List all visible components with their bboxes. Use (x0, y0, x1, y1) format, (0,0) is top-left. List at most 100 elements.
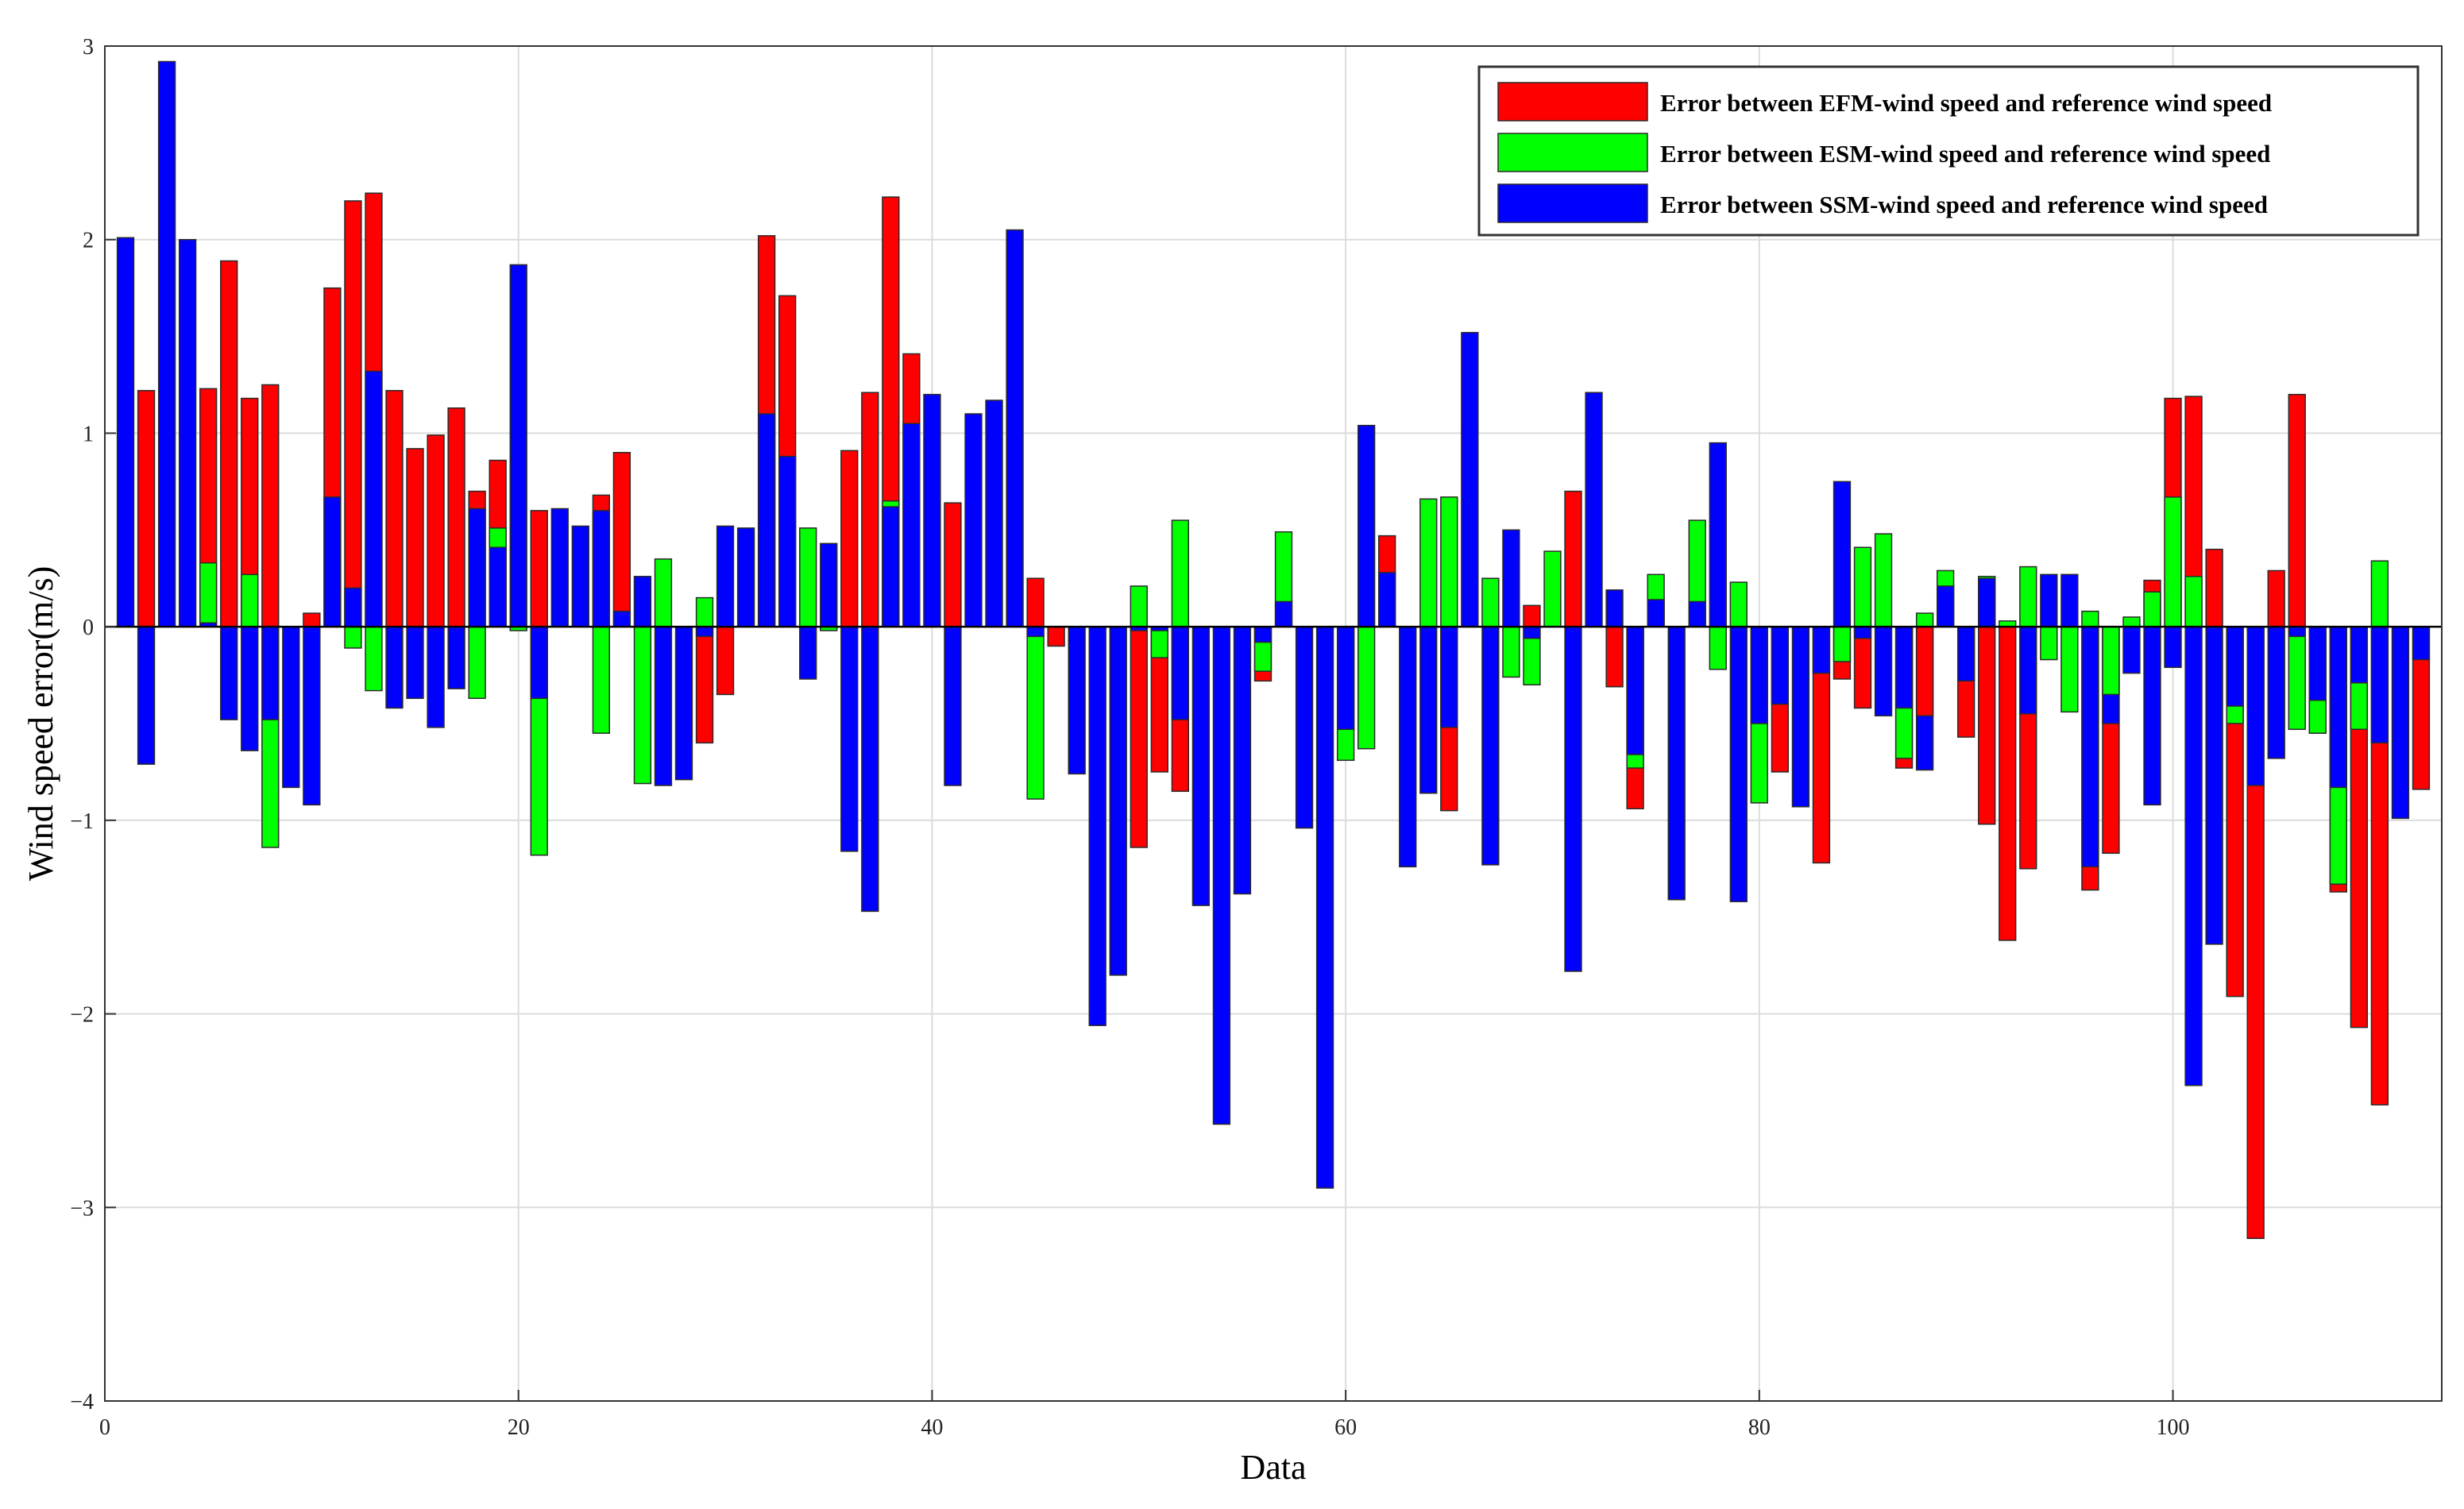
bar-series-3-x25 (612, 610, 631, 627)
bar-series-3-x40 (923, 393, 941, 627)
bar-series-2-x26 (633, 626, 652, 785)
bar-series-1-x106 (2288, 393, 2306, 627)
bar-series-3-x101 (2184, 626, 2203, 1086)
bar-series-3-x66 (1461, 331, 1479, 627)
bar-series-3-x16 (427, 626, 445, 728)
x-tick-label: 0 (99, 1415, 110, 1440)
legend-swatch-1 (1497, 82, 1648, 122)
bar-series-1-x46 (1047, 626, 1065, 647)
bar-series-3-x26 (633, 576, 652, 627)
bar-series-3-x76 (1667, 626, 1686, 901)
bar-series-1-x102 (2205, 548, 2223, 627)
bar-series-2-x52 (1171, 519, 1190, 627)
x-tick-label: 100 (2157, 1415, 2190, 1440)
x-tick-label: 40 (921, 1415, 943, 1440)
bar-series-3-x83 (1812, 626, 1831, 674)
bar-series-3-x85 (1853, 626, 1872, 639)
bar-series-2-x85 (1853, 546, 1872, 627)
bar-series-1-x16 (427, 434, 445, 627)
bar-series-3-x56 (1253, 626, 1273, 643)
bar-series-3-x98 (2122, 626, 2141, 674)
bar-series-3-x89 (1936, 585, 1955, 627)
bar-series-3-x21 (530, 626, 548, 700)
bar-series-3-x4 (178, 238, 197, 627)
bar-series-3-x1 (116, 237, 135, 627)
bar-series-3-x82 (1791, 626, 1810, 808)
bar-series-1-x15 (406, 448, 424, 627)
bar-series-3-x72 (1585, 392, 1603, 627)
bar-series-3-x7 (241, 626, 259, 751)
bar-series-2-x45 (1026, 626, 1045, 800)
bar-series-2-x84 (1833, 626, 1852, 662)
bar-series-2-x51 (1150, 626, 1168, 658)
bar-series-3-x91 (1978, 577, 1996, 627)
bar-series-3-x31 (736, 527, 755, 627)
y-tick-label: 2 (83, 229, 94, 253)
x-tick-label: 80 (1748, 1415, 1771, 1440)
bar-series-3-x73 (1605, 589, 1624, 627)
bar-series-3-x2 (137, 626, 156, 765)
bar-series-3-x38 (882, 506, 900, 627)
bar-series (116, 60, 2431, 1240)
bar-series-1-x50 (1130, 626, 1148, 848)
bar-series-2-x67 (1481, 577, 1500, 627)
bar-series-3-x57 (1274, 600, 1293, 627)
bar-series-3-x65 (1440, 626, 1458, 728)
bar-series-2-x70 (1543, 550, 1562, 627)
bar-series-2-x101 (2184, 576, 2203, 627)
y-tick-label: 1 (83, 422, 94, 446)
bar-series-3-x104 (2246, 626, 2265, 786)
bar-series-3-x107 (2308, 626, 2327, 701)
bar-series-2-x99 (2143, 591, 2161, 627)
bar-series-2-x79 (1729, 581, 1748, 627)
bar-series-3-x17 (447, 626, 465, 689)
bar-series-3-x10 (303, 626, 321, 806)
bar-series-1-x17 (447, 407, 465, 627)
bar-series-3-x63 (1399, 626, 1417, 868)
bar-series-3-x19 (489, 546, 507, 627)
bar-series-3-x39 (902, 423, 921, 627)
bar-series-3-x54 (1212, 626, 1231, 1125)
bar-series-3-x15 (406, 626, 424, 700)
y-tick-label: −3 (70, 1196, 94, 1221)
bar-series-1-x88 (1915, 626, 1934, 717)
bar-series-3-x93 (2019, 626, 2037, 715)
bar-series-2-x64 (1419, 498, 1438, 627)
bar-series-2-x50 (1130, 585, 1148, 627)
bar-series-1-x29 (695, 626, 714, 744)
bar-series-3-x47 (1068, 626, 1086, 775)
bar-series-1-x25 (612, 452, 631, 627)
bar-series-1-x105 (2267, 569, 2285, 627)
bar-series-2-x100 (2164, 496, 2182, 627)
bar-series-1-x91 (1978, 626, 1996, 825)
bar-series-3-x53 (1191, 626, 1211, 906)
bar-series-1-x10 (303, 612, 321, 627)
bar-series-2-x94 (2040, 626, 2058, 661)
x-axis-label: Data (1240, 1448, 1306, 1487)
bar-series-3-x96 (2081, 626, 2099, 868)
bar-series-3-x48 (1088, 626, 1106, 1026)
bar-series-3-x78 (1709, 442, 1727, 627)
bar-series-3-x29 (695, 626, 714, 638)
bar-series-2-x34 (799, 527, 817, 627)
x-tick-label: 60 (1334, 1415, 1357, 1440)
bar-series-3-x100 (2164, 626, 2182, 669)
bar-series-3-x45 (1026, 626, 1045, 638)
bar-series-3-x60 (1336, 626, 1355, 731)
bar-series-2-x110 (2370, 560, 2389, 627)
bar-series-3-x27 (654, 626, 673, 786)
y-tick-label: 0 (83, 616, 94, 640)
bar-series-3-x35 (820, 542, 838, 627)
bar-series-3-x84 (1833, 480, 1852, 627)
bar-series-1-x45 (1026, 577, 1045, 627)
bar-series-2-x68 (1502, 626, 1520, 678)
bar-series-3-x32 (757, 413, 776, 627)
bar-series-3-x103 (2226, 626, 2244, 707)
bar-series-2-x78 (1709, 626, 1727, 670)
bar-series-3-x111 (2391, 626, 2410, 820)
bar-series-3-x105 (2267, 626, 2285, 759)
bar-series-3-x14 (385, 626, 404, 709)
bar-series-2-x86 (1874, 533, 1893, 627)
axis-ticks: 0 20 40 60 80 100 −4 −3 −2 −1 0 1 2 3 (70, 35, 2189, 1440)
